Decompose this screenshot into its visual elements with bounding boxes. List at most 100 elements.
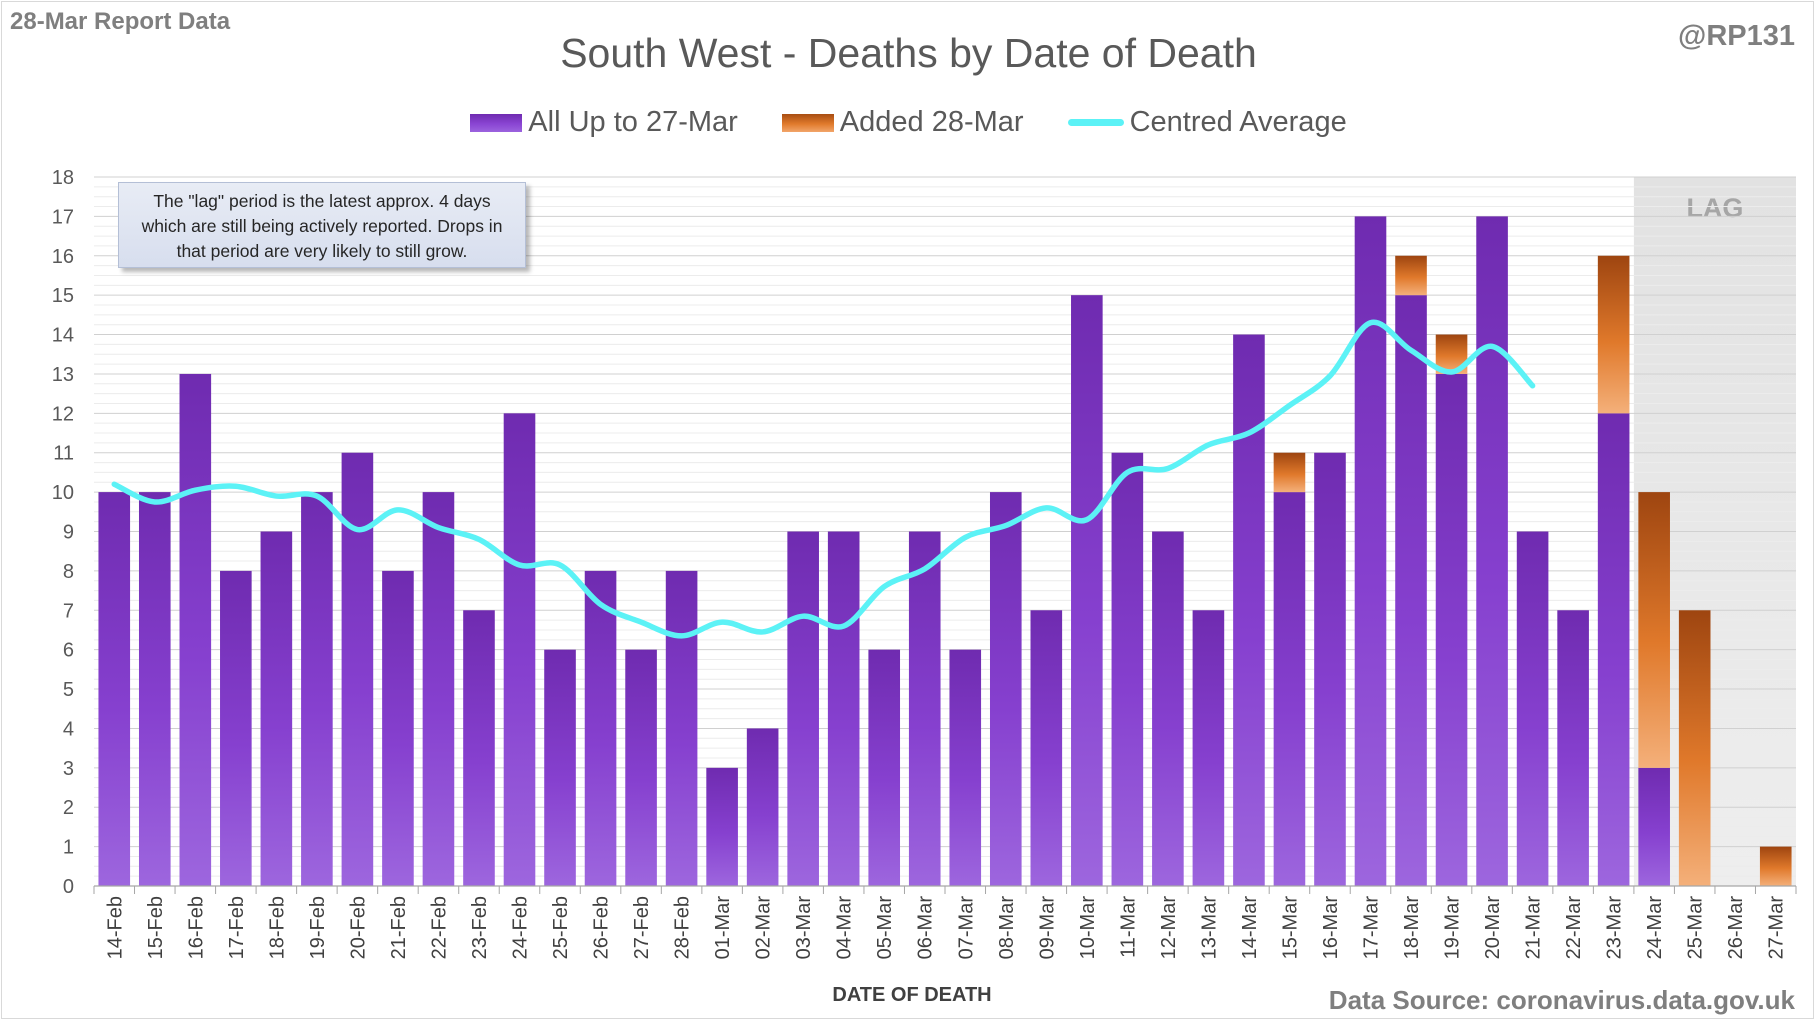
bar-all-05-Mar: [868, 649, 901, 886]
y-tick-label: 9: [63, 522, 74, 544]
x-tick-label: 14-Feb: [104, 896, 126, 959]
x-tick-label: 06-Mar: [915, 896, 937, 960]
bar-all-16-Mar: [1314, 452, 1346, 886]
legend-item-average: Centred Average: [1067, 106, 1347, 139]
legend-label-average: Centred Average: [1129, 106, 1347, 138]
bar-all-27-Feb: [625, 649, 657, 886]
bar-all-19-Feb: [301, 492, 333, 886]
bar-added-18-Mar: [1395, 255, 1427, 296]
x-tick-label: 03-Mar: [793, 896, 815, 960]
y-tick-label: 11: [53, 443, 74, 465]
x-tick-label: 04-Mar: [834, 896, 856, 960]
bar-all-02-Mar: [746, 728, 779, 886]
x-tick-label: 22-Mar: [1563, 896, 1585, 960]
bar-all-14-Feb: [98, 492, 131, 886]
bar-all-14-Mar: [1233, 334, 1265, 886]
lag-note: The "lag" period is the latest approx. 4…: [118, 182, 526, 268]
bar-all-28-Feb: [665, 570, 698, 886]
y-tick-label: 7: [63, 600, 74, 622]
bar-all-13-Mar: [1192, 610, 1225, 886]
x-tick-label: 20-Mar: [1482, 896, 1504, 960]
y-tick-label: 8: [63, 561, 74, 583]
x-axis-title: DATE OF DEATH: [832, 984, 992, 1006]
bar-all-06-Mar: [908, 531, 941, 886]
x-tick-label: 15-Feb: [145, 896, 167, 959]
bar-added-25-Mar: [1678, 610, 1711, 886]
bar-all-11-Mar: [1111, 452, 1144, 886]
x-tick-label: 19-Feb: [307, 896, 329, 959]
bar-all-07-Mar: [949, 649, 982, 886]
x-tick-label: 11-Mar: [1117, 896, 1139, 958]
legend-label-added: Added 28-Mar: [839, 106, 1024, 138]
y-tick-label: 6: [63, 640, 74, 662]
bar-all-26-Feb: [584, 570, 617, 886]
lag-label: LAG: [1686, 193, 1743, 223]
author-handle: @RP131: [1678, 20, 1795, 52]
y-tick-label: 12: [52, 403, 74, 425]
x-tick-label: 13-Mar: [1198, 896, 1220, 960]
report-date-label: 28-Mar Report Data: [10, 8, 231, 35]
bar-added-15-Mar: [1273, 452, 1306, 493]
legend-item-added: Added 28-Mar: [781, 106, 1024, 139]
bar-all-23-Feb: [463, 610, 495, 886]
bar-all-23-Mar: [1597, 413, 1630, 886]
x-tick-label: 17-Feb: [226, 896, 248, 959]
x-tick-label: 10-Mar: [1077, 896, 1099, 960]
centred-average-line: [111, 319, 1536, 639]
x-tick-label: 18-Mar: [1401, 896, 1423, 960]
x-tick-label: 07-Mar: [955, 896, 977, 960]
bar-all-19-Mar: [1435, 373, 1468, 886]
bar-all-01-Mar: [706, 767, 738, 886]
y-tick-label: 16: [52, 246, 74, 268]
x-tick-label: 26-Feb: [591, 896, 613, 959]
data-source: Data Source: coronavirus.data.gov.uk: [1328, 985, 1795, 1015]
legend-swatch-line: [1067, 119, 1124, 126]
x-tick-label: 28-Feb: [672, 896, 694, 959]
x-tick-label: 23-Feb: [469, 896, 491, 959]
x-tick-label: 21-Feb: [388, 896, 410, 959]
x-tick-label: 15-Mar: [1279, 896, 1301, 960]
bar-all-18-Feb: [260, 531, 293, 886]
x-tick-label: 22-Feb: [428, 896, 450, 959]
bar-all-09-Mar: [1030, 610, 1063, 886]
y-tick-label: 14: [52, 325, 74, 347]
bar-added-23-Mar: [1597, 255, 1630, 414]
legend-label-all: All Up to 27-Mar: [528, 106, 738, 138]
bar-added-27-Mar: [1759, 846, 1792, 886]
bar-all-16-Feb: [179, 373, 212, 886]
y-tick-label: 1: [63, 837, 74, 859]
bar-all-17-Mar: [1354, 216, 1387, 886]
y-tick-label: 4: [63, 718, 74, 740]
legend-swatch-purple: [470, 113, 523, 132]
bar-all-24-Feb: [503, 413, 536, 886]
x-tick-label: 09-Mar: [1036, 896, 1058, 960]
x-tick-label: 01-Mar: [712, 896, 734, 960]
x-tick-label: 20-Feb: [347, 896, 369, 959]
bar-all-03-Mar: [787, 531, 819, 886]
bar-all-04-Mar: [827, 531, 860, 886]
chart-title: South West - Deaths by Date of Death: [560, 30, 1257, 76]
bar-all-18-Mar: [1395, 295, 1427, 887]
x-tick-label: 26-Mar: [1725, 896, 1747, 960]
x-tick-label: 25-Mar: [1685, 896, 1707, 960]
bar-all-15-Mar: [1273, 492, 1306, 886]
bar-all-21-Mar: [1516, 531, 1549, 886]
bar-all-17-Feb: [220, 570, 252, 886]
y-tick-label: 5: [63, 679, 74, 701]
x-tick-label: 17-Mar: [1361, 896, 1383, 960]
x-tick-label: 19-Mar: [1442, 896, 1464, 960]
x-tick-label: 24-Mar: [1644, 896, 1666, 960]
x-tick-label: 02-Mar: [753, 896, 775, 960]
bar-all-12-Mar: [1152, 531, 1184, 886]
bar-all-15-Feb: [138, 492, 171, 886]
y-tick-label: 15: [52, 285, 74, 307]
bar-all-24-Mar: [1638, 767, 1670, 886]
x-tick-label: 14-Mar: [1239, 896, 1261, 960]
x-tick-label: 16-Feb: [185, 896, 207, 959]
x-tick-label: 16-Mar: [1320, 896, 1342, 960]
x-tick-label: 12-Mar: [1158, 896, 1180, 960]
y-tick-label: 2: [63, 797, 74, 819]
bar-all-21-Feb: [382, 570, 414, 886]
